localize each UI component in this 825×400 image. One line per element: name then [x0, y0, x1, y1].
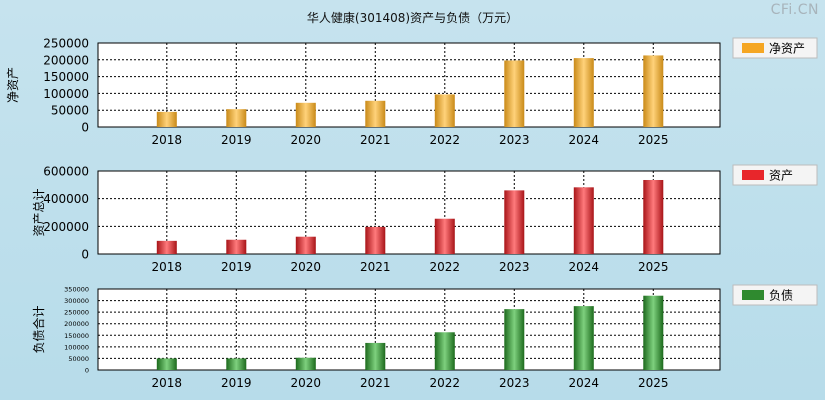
- bar-2025: [643, 55, 664, 127]
- watermark-logo: CFi.CN: [770, 2, 819, 18]
- y-tick-label: 600000: [43, 165, 89, 179]
- legend-swatch: [742, 43, 764, 53]
- bar-2024: [573, 306, 594, 370]
- bar-2021: [365, 226, 386, 254]
- x-tick-label: 2018: [152, 260, 183, 274]
- y-tick-label: 0: [85, 367, 89, 375]
- legend-swatch: [742, 290, 764, 300]
- x-tick-label: 2023: [499, 260, 530, 274]
- x-tick-label: 2025: [638, 260, 669, 274]
- legend-label: 资产: [769, 169, 793, 183]
- x-tick-label: 2024: [569, 133, 600, 147]
- x-tick-label: 2025: [638, 376, 669, 390]
- bar-2018: [156, 240, 177, 254]
- x-tick-label: 2021: [360, 260, 391, 274]
- x-tick-label: 2022: [430, 260, 461, 274]
- bar-2019: [226, 239, 247, 254]
- x-tick-label: 2024: [569, 260, 600, 274]
- chart-title: 华人健康(301408)资产与负债（万元）: [306, 11, 519, 25]
- y-tick-label: 300000: [64, 297, 89, 305]
- bar-2022: [434, 332, 455, 370]
- x-tick-label: 2020: [291, 376, 322, 390]
- plot-area: [97, 170, 721, 255]
- y-tick-label: 0: [81, 121, 89, 135]
- plot-area: [97, 288, 721, 371]
- legend-label: 净资产: [769, 42, 805, 56]
- x-tick-label: 2021: [360, 133, 391, 147]
- y-tick-label: 200000: [43, 220, 89, 234]
- legend: 资产: [732, 164, 818, 186]
- y-tick-label: 100000: [43, 87, 89, 101]
- legend: 负债: [732, 284, 818, 306]
- y-tick-label: 200000: [64, 320, 89, 328]
- legend: 净资产: [732, 37, 818, 59]
- y-tick-label: 0: [81, 248, 89, 262]
- bar-2024: [573, 187, 594, 254]
- y-tick-label: 50000: [51, 104, 89, 118]
- x-tick-label: 2023: [499, 376, 530, 390]
- bar-2023: [504, 60, 525, 127]
- y-tick-label: 200000: [43, 53, 89, 67]
- bar-2022: [434, 94, 455, 127]
- x-tick-label: 2023: [499, 133, 530, 147]
- bar-2021: [365, 100, 386, 127]
- x-tick-label: 2018: [152, 376, 183, 390]
- x-tick-label: 2025: [638, 133, 669, 147]
- y-axis-label: 资产总计: [32, 188, 46, 236]
- bar-2025: [643, 295, 664, 370]
- y-tick-label: 250000: [64, 309, 89, 317]
- bar-2024: [573, 58, 594, 128]
- y-tick-label: 350000: [64, 286, 89, 294]
- y-tick-label: 150000: [43, 70, 89, 84]
- x-tick-label: 2019: [221, 133, 252, 147]
- x-tick-label: 2020: [291, 133, 322, 147]
- bar-2018: [156, 358, 177, 370]
- x-tick-label: 2019: [221, 260, 252, 274]
- x-tick-label: 2020: [291, 260, 322, 274]
- x-tick-label: 2021: [360, 376, 391, 390]
- bar-2023: [504, 190, 525, 254]
- plot-area: [97, 42, 721, 128]
- y-tick-label: 100000: [64, 343, 89, 351]
- bar-2020: [295, 357, 316, 370]
- legend-swatch: [742, 170, 764, 180]
- y-tick-label: 250000: [43, 37, 89, 51]
- bar-2019: [226, 358, 247, 370]
- chart-panel-1: 600000 400000 200000 0 2018 2019 2020 2021 2022 2…: [32, 164, 818, 274]
- x-tick-label: 2022: [430, 376, 461, 390]
- y-tick-label: 400000: [43, 192, 89, 206]
- x-tick-label: 2024: [569, 376, 600, 390]
- bar-2019: [226, 109, 247, 127]
- x-tick-label: 2022: [430, 133, 461, 147]
- bar-2020: [295, 102, 316, 127]
- x-tick-label: 2018: [152, 133, 183, 147]
- legend-label: 负债: [769, 289, 793, 303]
- y-tick-label: 150000: [64, 332, 89, 340]
- y-axis-label: 净资产: [6, 67, 20, 103]
- bar-2021: [365, 342, 386, 370]
- bar-2018: [156, 111, 177, 127]
- y-tick-label: 50000: [68, 355, 89, 363]
- bar-2022: [434, 218, 455, 254]
- chart-panel-2: 350000 300000 250000 200000 150000 100000 5000…: [31, 284, 818, 390]
- chart-panel-0: 250000 200000 150000 100000 50000 0 2018 2019 20…: [6, 37, 818, 147]
- bar-2025: [643, 179, 664, 254]
- y-axis-label: 负债合计: [31, 305, 46, 353]
- bar-2023: [504, 309, 525, 370]
- x-tick-label: 2019: [221, 376, 252, 390]
- bar-2020: [295, 236, 316, 254]
